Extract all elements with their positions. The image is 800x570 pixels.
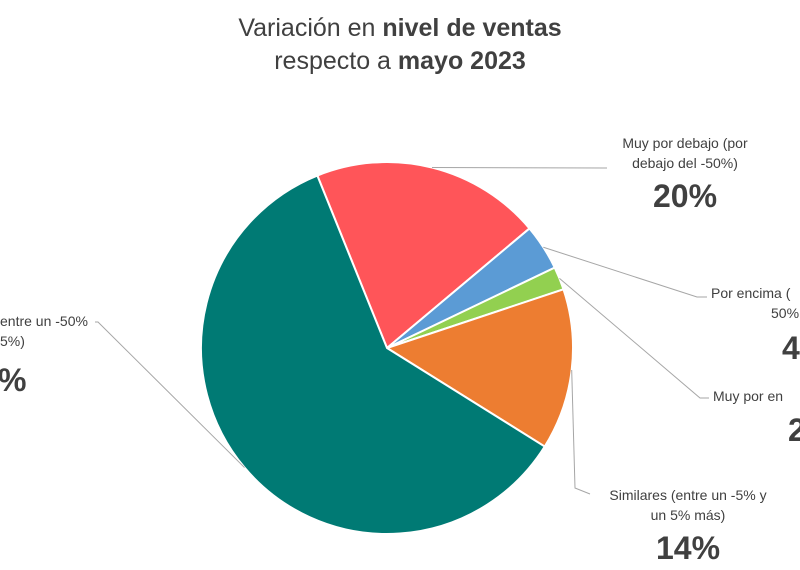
leader-similares [571, 370, 591, 495]
value-label-muy-por-debajo: 20% [652, 178, 718, 214]
slice-muy-por-debajo [316, 161, 531, 350]
chart-title: Variación en nivel de ventas respecto a … [238, 14, 562, 75]
label-por-encima: Por encima ( 50% [711, 285, 800, 321]
leader-entre-50 [95, 321, 245, 468]
label-muy-por-encima: Muy por en [713, 388, 784, 404]
value-label-entre-50: % [0, 362, 27, 398]
leader-muy-por-encima [559, 277, 709, 399]
slice-entre-50 [200, 174, 547, 535]
value-label-similares: 14% [655, 530, 721, 566]
label-entre-50: entre un -50% 5%) [0, 313, 88, 349]
slice-similares [384, 288, 574, 448]
leader-por-encima [543, 246, 707, 298]
value-label-muy-por-encima: 2 [788, 412, 800, 448]
label-similares: Similares (entre un -5% y un 5% más) [609, 487, 767, 523]
label-muy-por-debajo: Muy por debajo (por debajo del -50%) [622, 135, 748, 171]
value-label-por-encima: 4 [782, 330, 800, 366]
